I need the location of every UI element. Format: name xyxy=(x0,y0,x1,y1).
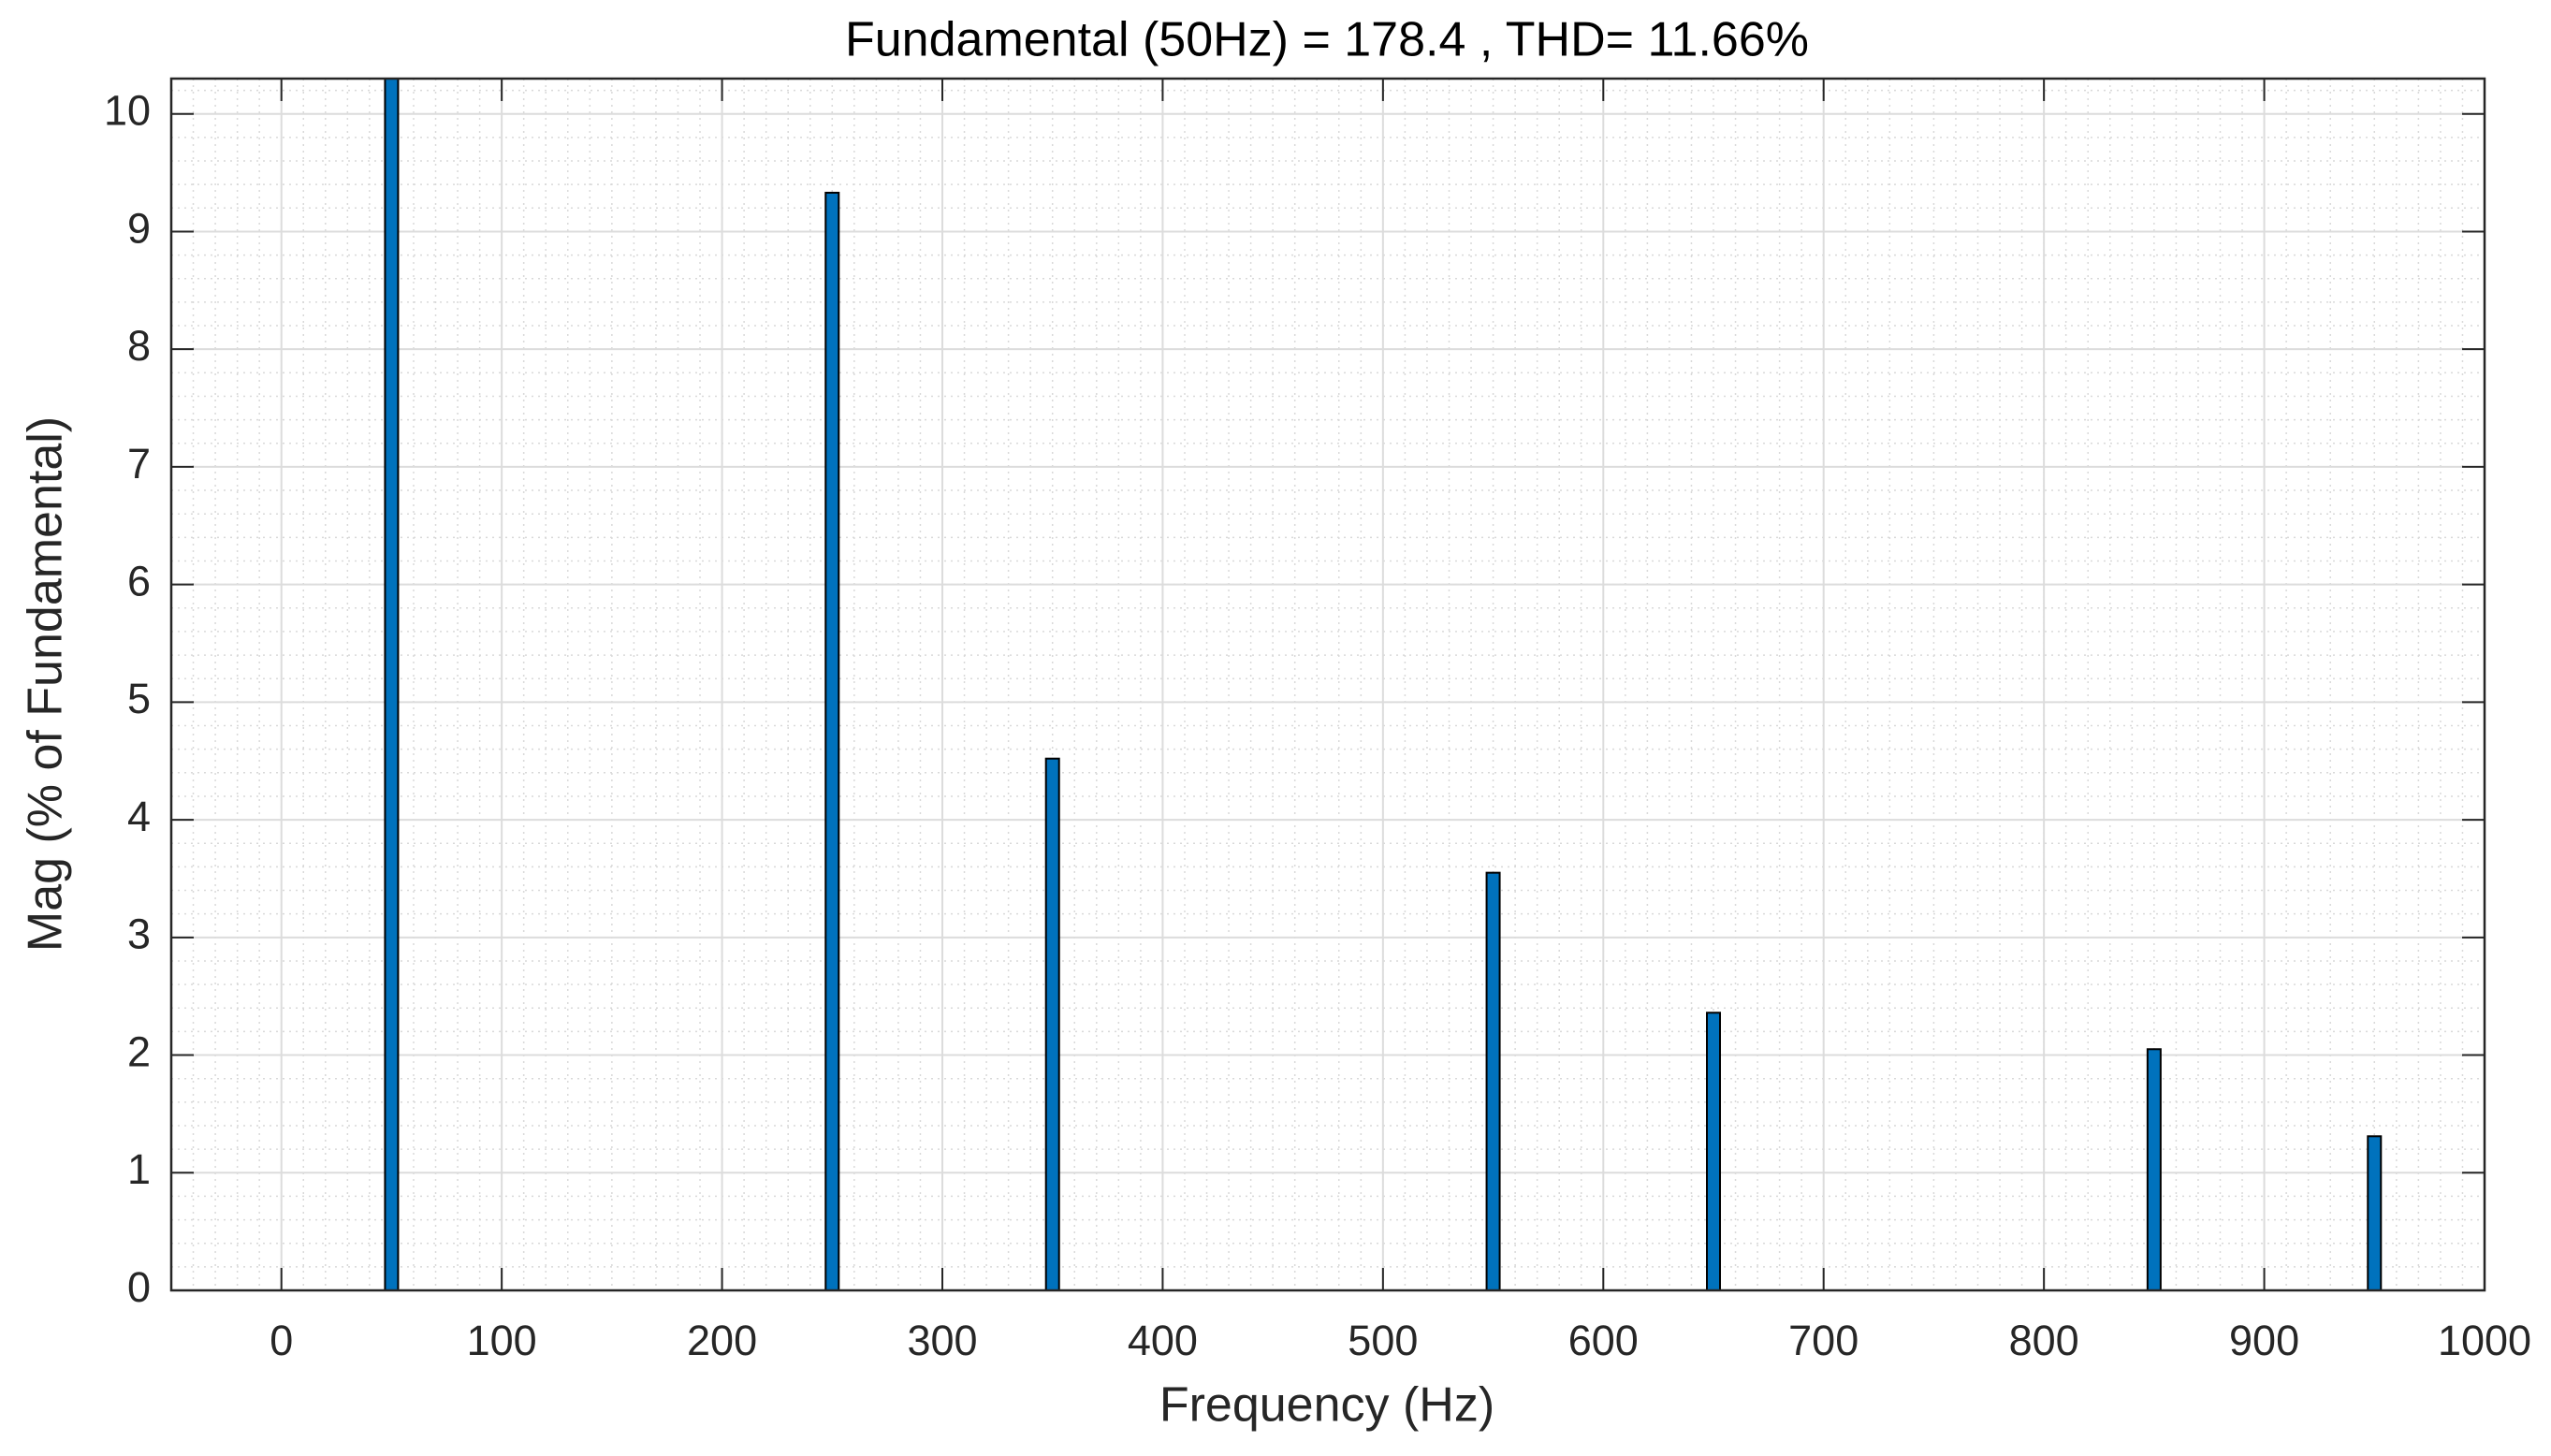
y-tick-label: 9 xyxy=(127,204,151,252)
bar xyxy=(2367,1135,2383,1290)
grid xyxy=(171,79,2485,1291)
x-tick-label: 500 xyxy=(1348,1317,1418,1364)
y-tick-label: 6 xyxy=(127,558,151,605)
y-tick-label: 4 xyxy=(127,793,151,840)
y-axis-label: Mag (% of Fundamental) xyxy=(19,416,73,952)
bar xyxy=(384,79,400,1290)
x-tick-label: 200 xyxy=(687,1317,757,1364)
y-tick-label: 5 xyxy=(127,675,151,722)
x-axis-label: Frequency (Hz) xyxy=(1159,1378,1494,1433)
x-tick-label: 0 xyxy=(270,1317,293,1364)
bar xyxy=(1706,1012,1721,1290)
x-tick-label: 600 xyxy=(1568,1317,1639,1364)
y-tick-label: 10 xyxy=(104,87,151,135)
bar xyxy=(824,191,840,1290)
x-tick-label: 1000 xyxy=(2438,1317,2531,1364)
x-tick-label: 900 xyxy=(2229,1317,2299,1364)
y-tick-label: 3 xyxy=(127,910,151,958)
bar xyxy=(2146,1048,2162,1290)
chart-title: Fundamental (50Hz) = 178.4 , THD= 11.66% xyxy=(845,13,1809,67)
bar xyxy=(1044,757,1060,1290)
x-tick-label: 400 xyxy=(1128,1317,1198,1364)
bars xyxy=(384,79,2383,1290)
x-tick-label: 800 xyxy=(2009,1317,2079,1364)
x-tick-label: 700 xyxy=(1788,1317,1859,1364)
y-tick-label: 2 xyxy=(127,1027,151,1075)
x-tick-label: 300 xyxy=(907,1317,977,1364)
bar xyxy=(1485,871,1501,1290)
y-tick-label: 0 xyxy=(127,1263,151,1311)
plot-area xyxy=(171,79,2485,1290)
axes-box xyxy=(169,77,2486,1292)
y-tick-label: 1 xyxy=(127,1145,151,1193)
x-tick-label: 100 xyxy=(467,1317,537,1364)
y-tick-label: 7 xyxy=(127,440,151,488)
y-tick-label: 8 xyxy=(127,322,151,370)
axes: 0 100 200 300 400 500 600 700 800 900 1000 0 1 2 3 4 5 6 7… xyxy=(104,77,2531,1364)
